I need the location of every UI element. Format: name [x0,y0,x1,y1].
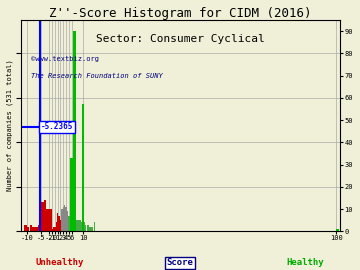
Bar [71,218,72,231]
Bar [51,229,53,231]
Bar [80,220,81,231]
Bar [78,220,80,231]
Bar [46,209,49,231]
Bar [58,216,60,231]
Bar [336,229,339,231]
Bar [67,211,68,231]
Bar [55,222,57,231]
Bar [92,227,94,231]
Text: Sector: Consumer Cyclical: Sector: Consumer Cyclical [96,34,265,44]
Text: Healthy: Healthy [286,258,324,267]
Bar [60,220,61,231]
Bar [73,31,76,231]
Bar [81,222,82,231]
Bar [24,225,27,231]
Bar [91,227,92,231]
Bar [38,225,41,231]
Bar [82,222,84,231]
Bar [82,104,84,231]
Bar [30,225,32,231]
Bar [89,227,91,231]
Bar [41,202,44,231]
Text: ©www.textbiz.org: ©www.textbiz.org [31,56,99,62]
Text: -5.2365: -5.2365 [41,122,73,131]
Bar [66,207,67,231]
Bar [49,209,52,231]
Text: Unhealthy: Unhealthy [36,258,84,267]
Bar [27,227,30,231]
Bar [54,227,55,231]
Bar [68,216,69,231]
Bar [44,200,46,231]
Bar [88,225,89,231]
Bar [77,220,78,231]
Bar [75,220,77,231]
Bar [84,222,85,231]
Text: The Research Foundation of SUNY: The Research Foundation of SUNY [31,73,162,79]
Bar [94,222,95,231]
Title: Z''-Score Histogram for CIDM (2016): Z''-Score Histogram for CIDM (2016) [49,7,312,20]
Bar [86,225,88,231]
Bar [61,209,63,231]
Bar [72,218,74,231]
Bar [70,158,73,231]
Bar [63,207,64,231]
Bar [50,227,51,231]
Bar [32,227,35,231]
Bar [85,225,86,231]
Bar [53,227,54,231]
Y-axis label: Number of companies (531 total): Number of companies (531 total) [7,60,13,191]
Bar [74,218,75,231]
Bar [69,216,71,231]
Bar [57,214,58,231]
Bar [35,227,38,231]
Bar [64,205,66,231]
Text: Score: Score [167,258,193,267]
